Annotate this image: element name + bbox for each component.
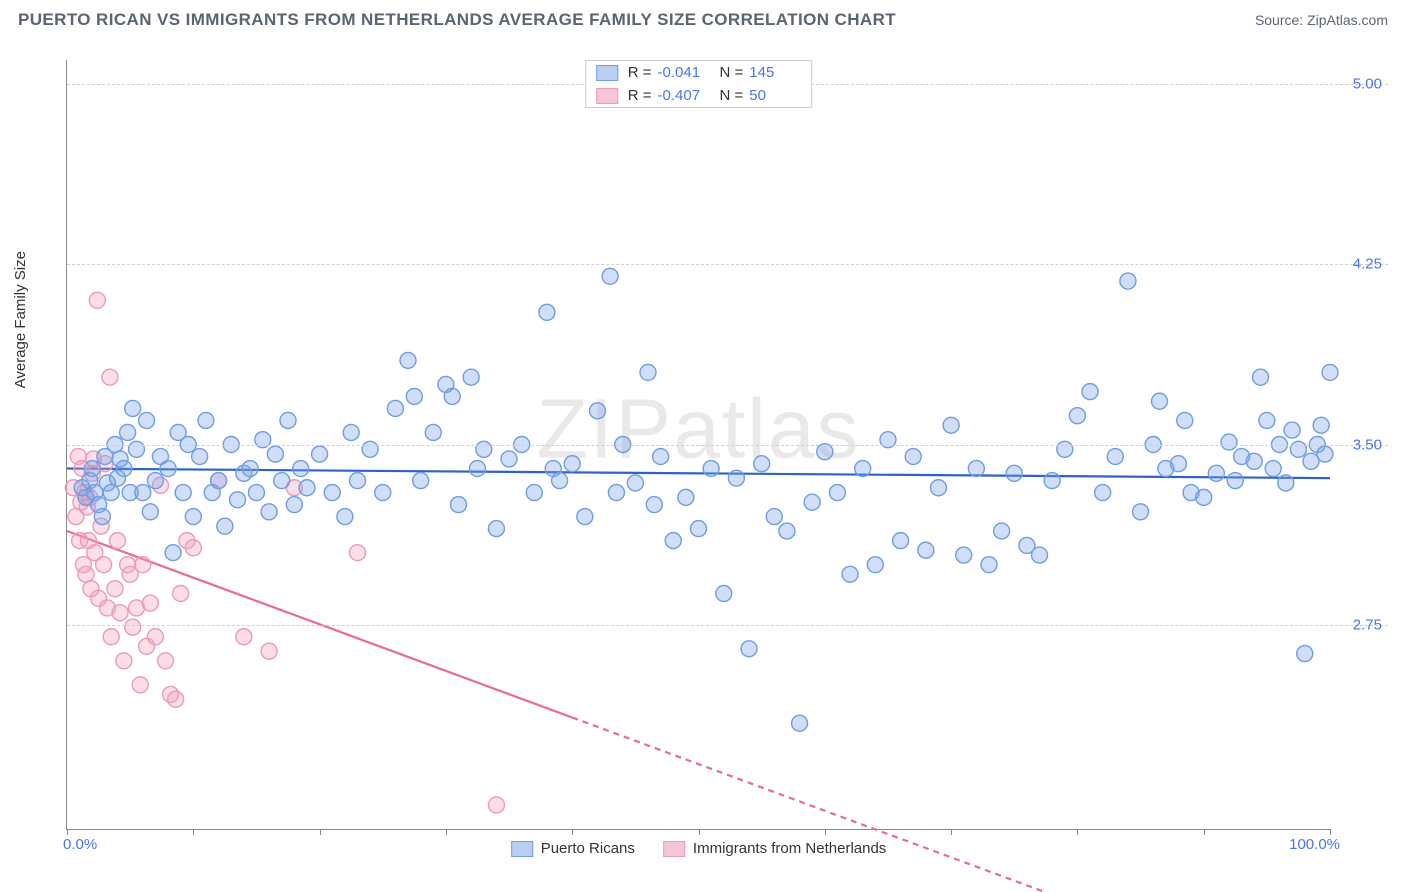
gridline (67, 445, 1388, 446)
source-prefix: Source: (1255, 12, 1307, 28)
x-tick (825, 829, 826, 835)
gridline (67, 264, 1388, 265)
r-label: R = (628, 87, 652, 104)
x-tick (951, 829, 952, 835)
x-tick (699, 829, 700, 835)
n-value-0: 145 (749, 64, 801, 81)
r-value-1: -0.407 (658, 87, 710, 104)
x-tick (67, 829, 68, 835)
chart-title: PUERTO RICAN VS IMMIGRANTS FROM NETHERLA… (18, 10, 896, 30)
stats-legend: R = -0.041 N = 145 R = -0.407 N = 50 (585, 60, 813, 108)
source-name: ZipAtlas.com (1307, 12, 1388, 28)
legend-label-1: Immigrants from Netherlands (693, 840, 886, 857)
x-tick (193, 829, 194, 835)
x-tick (446, 829, 447, 835)
x-tick (1077, 829, 1078, 835)
n-value-1: 50 (749, 87, 801, 104)
y-tick-label: 5.00 (1353, 76, 1382, 93)
legend-item-0: Puerto Ricans (511, 840, 635, 857)
r-label: R = (628, 64, 652, 81)
legend-label-0: Puerto Ricans (541, 840, 635, 857)
n-label: N = (720, 87, 744, 104)
x-tick (1204, 829, 1205, 835)
swatch-series-0 (596, 65, 618, 81)
legend-swatch-1 (663, 841, 685, 857)
x-axis-min-label: 0.0% (63, 836, 97, 853)
y-tick-label: 2.75 (1353, 616, 1382, 633)
x-tick (320, 829, 321, 835)
x-tick (572, 829, 573, 835)
n-label: N = (720, 64, 744, 81)
x-axis-max-label: 100.0% (1289, 836, 1340, 853)
stats-row-series-0: R = -0.041 N = 145 (586, 61, 812, 84)
y-tick-label: 3.50 (1353, 436, 1382, 453)
series-legend: Puerto Ricans Immigrants from Netherland… (511, 840, 887, 857)
y-axis-label: Average Family Size (12, 251, 29, 388)
source-label: Source: ZipAtlas.com (1255, 12, 1388, 28)
x-tick (1330, 829, 1331, 835)
plot-area: ZIPatlas R = -0.041 N = 145 R = -0.407 N… (66, 60, 1330, 830)
legend-item-1: Immigrants from Netherlands (663, 840, 886, 857)
y-tick-label: 4.25 (1353, 256, 1382, 273)
r-value-0: -0.041 (658, 64, 710, 81)
swatch-series-1 (596, 88, 618, 104)
stats-row-series-1: R = -0.407 N = 50 (586, 84, 812, 107)
gridline (67, 625, 1388, 626)
legend-swatch-0 (511, 841, 533, 857)
chart-container: Average Family Size ZIPatlas R = -0.041 … (18, 42, 1388, 872)
